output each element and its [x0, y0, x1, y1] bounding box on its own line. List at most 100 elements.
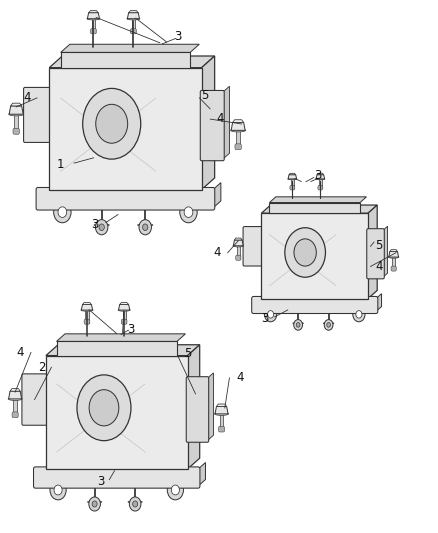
Polygon shape: [61, 44, 199, 52]
Polygon shape: [94, 397, 114, 418]
Ellipse shape: [81, 309, 93, 311]
Bar: [237, 245, 240, 259]
Text: 3: 3: [314, 169, 322, 182]
Ellipse shape: [9, 112, 24, 116]
FancyBboxPatch shape: [200, 91, 224, 161]
FancyBboxPatch shape: [252, 296, 378, 313]
Circle shape: [268, 311, 274, 318]
Bar: [85, 310, 88, 322]
Polygon shape: [127, 13, 140, 19]
Polygon shape: [119, 304, 130, 310]
Polygon shape: [120, 303, 129, 304]
Polygon shape: [288, 175, 297, 179]
FancyBboxPatch shape: [22, 374, 47, 425]
Polygon shape: [390, 249, 398, 252]
Text: 3: 3: [174, 30, 181, 43]
Circle shape: [83, 88, 141, 159]
Polygon shape: [297, 244, 313, 261]
Bar: [14, 114, 18, 133]
Circle shape: [95, 220, 108, 235]
Ellipse shape: [389, 256, 399, 258]
Bar: [132, 18, 135, 32]
Polygon shape: [370, 237, 378, 247]
Circle shape: [89, 390, 119, 426]
FancyBboxPatch shape: [391, 266, 396, 271]
FancyBboxPatch shape: [49, 68, 201, 190]
Ellipse shape: [128, 500, 142, 503]
Text: 3: 3: [97, 475, 104, 488]
Circle shape: [353, 307, 365, 322]
Polygon shape: [198, 463, 205, 486]
Circle shape: [265, 307, 277, 322]
Text: 5: 5: [201, 89, 209, 102]
Circle shape: [294, 320, 303, 330]
Bar: [14, 398, 17, 416]
Ellipse shape: [94, 224, 110, 227]
Circle shape: [133, 501, 138, 507]
FancyBboxPatch shape: [91, 29, 96, 34]
Circle shape: [324, 320, 333, 330]
FancyBboxPatch shape: [131, 29, 136, 34]
Bar: [220, 413, 223, 431]
Polygon shape: [10, 389, 20, 391]
Bar: [92, 18, 95, 32]
Bar: [319, 179, 321, 188]
FancyBboxPatch shape: [13, 128, 19, 134]
Text: 3: 3: [261, 312, 268, 325]
Polygon shape: [49, 56, 215, 68]
Text: 2: 2: [38, 361, 45, 374]
Ellipse shape: [8, 397, 22, 400]
Polygon shape: [207, 373, 213, 441]
Polygon shape: [204, 102, 217, 116]
Ellipse shape: [323, 322, 334, 324]
Text: 5: 5: [375, 239, 383, 252]
Polygon shape: [87, 13, 99, 19]
Polygon shape: [269, 197, 367, 203]
Polygon shape: [289, 173, 296, 175]
Circle shape: [184, 207, 193, 217]
Polygon shape: [189, 387, 201, 400]
Circle shape: [294, 239, 316, 266]
Ellipse shape: [88, 500, 102, 503]
Text: 1: 1: [57, 158, 64, 171]
Polygon shape: [46, 345, 200, 356]
Polygon shape: [81, 304, 93, 310]
FancyBboxPatch shape: [243, 227, 263, 266]
Ellipse shape: [231, 129, 246, 132]
FancyBboxPatch shape: [367, 229, 384, 279]
Polygon shape: [11, 103, 22, 106]
Ellipse shape: [118, 309, 130, 311]
Circle shape: [129, 497, 141, 511]
Ellipse shape: [288, 178, 297, 180]
Bar: [123, 310, 126, 322]
Polygon shape: [223, 86, 230, 159]
Circle shape: [327, 322, 331, 327]
Polygon shape: [88, 11, 98, 13]
Text: 4: 4: [375, 260, 383, 273]
Polygon shape: [213, 183, 221, 208]
Circle shape: [58, 207, 67, 217]
Polygon shape: [9, 106, 23, 114]
Circle shape: [96, 104, 128, 143]
Polygon shape: [216, 404, 227, 407]
Polygon shape: [201, 56, 215, 190]
Circle shape: [171, 485, 180, 495]
Ellipse shape: [316, 178, 325, 180]
Text: 4: 4: [213, 246, 221, 259]
Circle shape: [167, 480, 184, 500]
Polygon shape: [376, 294, 381, 311]
Polygon shape: [129, 11, 138, 13]
Circle shape: [54, 201, 71, 223]
FancyBboxPatch shape: [24, 87, 50, 142]
Polygon shape: [57, 334, 185, 342]
FancyBboxPatch shape: [318, 185, 323, 190]
Circle shape: [92, 501, 97, 507]
Text: 4: 4: [23, 91, 30, 104]
FancyBboxPatch shape: [12, 412, 18, 418]
Ellipse shape: [87, 18, 100, 20]
Polygon shape: [9, 391, 21, 399]
Text: 4: 4: [216, 111, 224, 125]
Text: 4: 4: [236, 372, 244, 384]
Polygon shape: [187, 345, 200, 469]
FancyBboxPatch shape: [34, 467, 200, 488]
